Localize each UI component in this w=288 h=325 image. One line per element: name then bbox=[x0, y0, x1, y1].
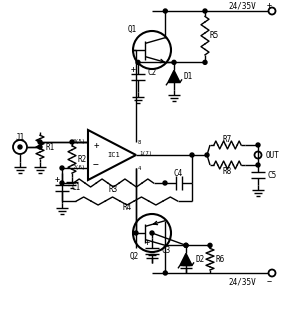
Circle shape bbox=[60, 181, 64, 185]
Text: 1(7): 1(7) bbox=[139, 150, 152, 155]
Text: C1: C1 bbox=[72, 184, 81, 192]
Text: R1: R1 bbox=[45, 142, 54, 151]
Text: OUT: OUT bbox=[266, 150, 280, 160]
Text: 3(5): 3(5) bbox=[73, 139, 86, 145]
Text: D2: D2 bbox=[195, 255, 204, 264]
Text: R4: R4 bbox=[122, 203, 132, 213]
Circle shape bbox=[203, 60, 207, 64]
Text: C3: C3 bbox=[161, 246, 170, 255]
Text: 4: 4 bbox=[138, 165, 141, 171]
Polygon shape bbox=[180, 254, 192, 265]
Text: Q2: Q2 bbox=[130, 252, 139, 261]
Circle shape bbox=[134, 231, 138, 235]
Text: C4: C4 bbox=[174, 170, 183, 178]
Circle shape bbox=[205, 153, 209, 157]
Circle shape bbox=[38, 145, 42, 149]
Text: 24/35V: 24/35V bbox=[228, 278, 256, 287]
Text: D1: D1 bbox=[183, 72, 192, 81]
Polygon shape bbox=[168, 70, 180, 82]
Circle shape bbox=[184, 243, 188, 247]
Text: −: − bbox=[266, 278, 272, 287]
Circle shape bbox=[163, 9, 167, 13]
Text: R5: R5 bbox=[210, 31, 219, 40]
Text: R6: R6 bbox=[215, 255, 224, 264]
Circle shape bbox=[70, 140, 74, 144]
Circle shape bbox=[256, 163, 260, 167]
Circle shape bbox=[256, 143, 260, 147]
Circle shape bbox=[184, 243, 188, 247]
Text: −: − bbox=[93, 160, 99, 170]
Circle shape bbox=[60, 166, 64, 170]
Text: +: + bbox=[266, 2, 272, 10]
Text: Q1: Q1 bbox=[128, 24, 137, 33]
Text: +: + bbox=[130, 65, 135, 74]
Text: J1: J1 bbox=[15, 133, 25, 141]
Text: 24/35V: 24/35V bbox=[228, 2, 256, 10]
Circle shape bbox=[172, 60, 176, 64]
Circle shape bbox=[163, 271, 167, 275]
Text: R2: R2 bbox=[77, 155, 86, 164]
Circle shape bbox=[190, 153, 194, 157]
Text: +: + bbox=[93, 140, 99, 150]
Text: IC1: IC1 bbox=[108, 152, 120, 158]
Text: C2: C2 bbox=[148, 68, 157, 77]
Text: R3: R3 bbox=[109, 186, 118, 194]
Circle shape bbox=[203, 9, 207, 13]
Text: 8: 8 bbox=[138, 139, 141, 145]
Circle shape bbox=[150, 231, 154, 235]
Text: R7: R7 bbox=[223, 135, 232, 144]
Text: +: + bbox=[145, 238, 149, 247]
Circle shape bbox=[208, 243, 212, 247]
Text: C5: C5 bbox=[268, 171, 277, 179]
Text: 2(6): 2(6) bbox=[73, 165, 86, 171]
Circle shape bbox=[18, 145, 22, 149]
Text: R8: R8 bbox=[223, 167, 232, 176]
Text: +: + bbox=[54, 176, 60, 185]
Circle shape bbox=[136, 60, 140, 64]
Circle shape bbox=[163, 181, 167, 185]
Circle shape bbox=[38, 140, 42, 144]
